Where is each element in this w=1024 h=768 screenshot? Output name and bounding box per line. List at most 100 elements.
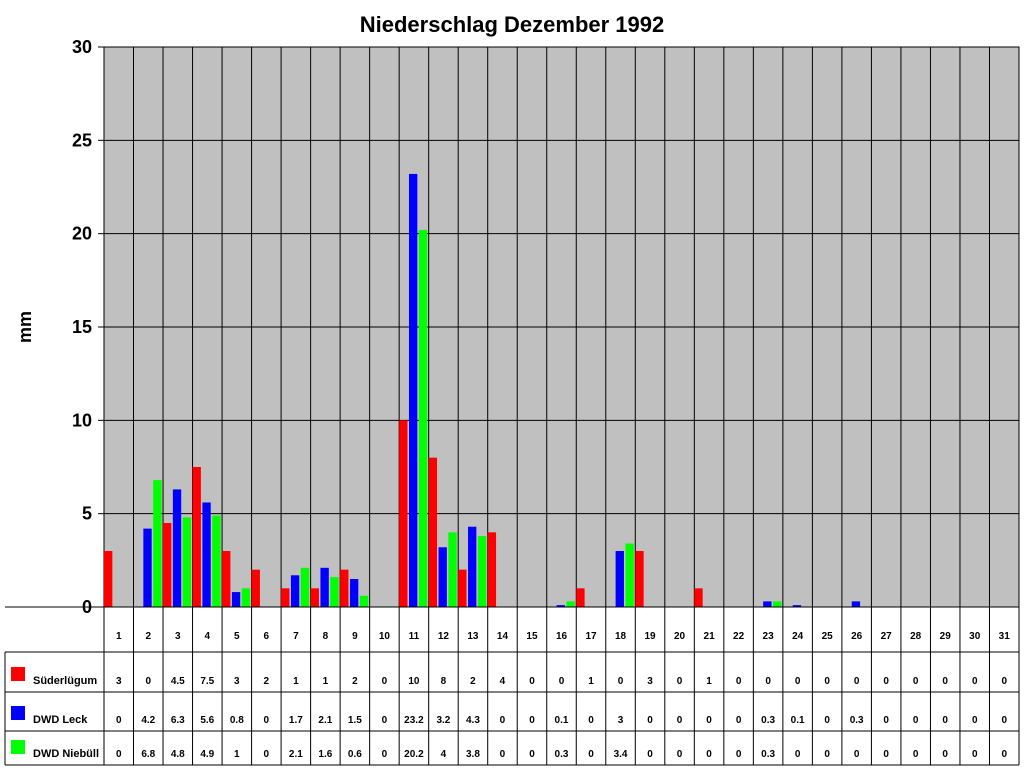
data-label: 23.2 <box>404 715 424 726</box>
bar <box>212 515 221 607</box>
data-label: 3.8 <box>466 749 480 760</box>
bar <box>428 457 438 607</box>
data-label: 2 <box>264 676 270 687</box>
data-label: 1.5 <box>348 715 362 726</box>
y-tick-label: 5 <box>82 504 92 524</box>
data-label: 0 <box>529 749 535 760</box>
data-label: 1.6 <box>318 749 332 760</box>
data-label: 2 <box>352 676 358 687</box>
bar <box>448 532 457 607</box>
bar <box>172 489 182 607</box>
bar <box>477 536 487 607</box>
data-label: 6.3 <box>171 715 185 726</box>
y-tick-label: 10 <box>72 410 92 430</box>
x-tick-label: 16 <box>556 631 568 642</box>
y-tick-label: 30 <box>72 37 92 57</box>
data-label: 0 <box>677 715 683 726</box>
x-tick-label: 19 <box>644 631 656 642</box>
data-label: 0 <box>824 715 830 726</box>
bar <box>281 588 290 607</box>
x-tick-label: 17 <box>585 631 597 642</box>
bar <box>773 601 782 607</box>
bar <box>300 567 310 607</box>
bar <box>566 601 575 607</box>
data-label: 0 <box>883 676 889 687</box>
data-label: 7.5 <box>200 676 214 687</box>
data-label: 0 <box>116 715 122 726</box>
data-label: 0 <box>736 676 742 687</box>
data-label: 0 <box>706 749 712 760</box>
bar <box>615 551 624 607</box>
y-tick-label: 25 <box>72 130 92 150</box>
bar <box>310 588 319 607</box>
data-label: 0 <box>145 676 151 687</box>
data-label: 0 <box>942 749 948 760</box>
x-tick-label: 26 <box>851 631 863 642</box>
data-label: 3.2 <box>436 715 450 726</box>
data-label: 0 <box>854 676 860 687</box>
legend-label: DWD Leck <box>33 714 88 726</box>
y-axis-label: mm <box>15 311 35 343</box>
bar <box>438 547 447 607</box>
data-label: 0 <box>1001 715 1007 726</box>
data-label: 0 <box>588 715 594 726</box>
data-label: 0 <box>500 749 506 760</box>
y-tick-label: 15 <box>72 317 92 337</box>
data-label: 4.3 <box>466 715 480 726</box>
data-label: 0.3 <box>850 715 864 726</box>
data-label: 0 <box>824 749 830 760</box>
x-tick-label: 24 <box>792 631 804 642</box>
data-label: 0 <box>618 676 624 687</box>
data-label: 2.1 <box>318 715 332 726</box>
bar <box>202 502 211 607</box>
bar <box>153 480 162 607</box>
bar <box>320 567 329 607</box>
x-tick-label: 7 <box>293 631 299 642</box>
x-tick-label: 10 <box>379 631 391 642</box>
x-tick-label: 29 <box>940 631 952 642</box>
data-label: 0 <box>942 676 948 687</box>
bar <box>163 523 172 607</box>
data-label: 0 <box>116 749 122 760</box>
bar <box>241 588 251 607</box>
data-label: 3 <box>234 676 240 687</box>
data-label: 0 <box>588 749 594 760</box>
chart-title: Niederschlag Dezember 1992 <box>359 12 665 37</box>
bar <box>556 605 565 607</box>
bar <box>359 595 369 607</box>
data-label: 0 <box>854 749 860 760</box>
x-tick-label: 13 <box>467 631 479 642</box>
bar <box>792 605 802 607</box>
x-tick-label: 11 <box>409 631 420 642</box>
data-label: 3.4 <box>614 749 628 760</box>
data-label: 4.5 <box>171 676 185 687</box>
x-tick-label: 30 <box>969 631 981 642</box>
legend-label: Süderlügum <box>33 675 97 687</box>
data-label: 0 <box>559 676 565 687</box>
data-label: 0.6 <box>348 749 362 760</box>
data-label: 0 <box>1001 676 1007 687</box>
data-label: 0 <box>736 715 742 726</box>
bar <box>231 592 241 607</box>
bar <box>694 588 703 607</box>
x-tick-label: 31 <box>999 631 1011 642</box>
data-label: 0 <box>913 749 919 760</box>
bar <box>763 601 772 607</box>
x-tick-label: 4 <box>205 631 211 642</box>
data-label: 4.8 <box>171 749 185 760</box>
data-label: 0 <box>677 676 683 687</box>
data-label: 2 <box>470 676 476 687</box>
x-tick-label: 3 <box>175 631 181 642</box>
bar <box>487 532 497 607</box>
data-label: 6.8 <box>141 749 155 760</box>
data-label: 2.1 <box>289 749 303 760</box>
data-label: 0 <box>913 715 919 726</box>
data-label: 10 <box>408 676 420 687</box>
legend-swatch <box>11 740 25 754</box>
data-label: 8 <box>441 676 447 687</box>
data-label: 4.2 <box>141 715 155 726</box>
data-label: 0 <box>706 715 712 726</box>
x-tick-label: 14 <box>497 631 509 642</box>
data-label: 0 <box>883 749 889 760</box>
data-label: 0 <box>795 749 801 760</box>
